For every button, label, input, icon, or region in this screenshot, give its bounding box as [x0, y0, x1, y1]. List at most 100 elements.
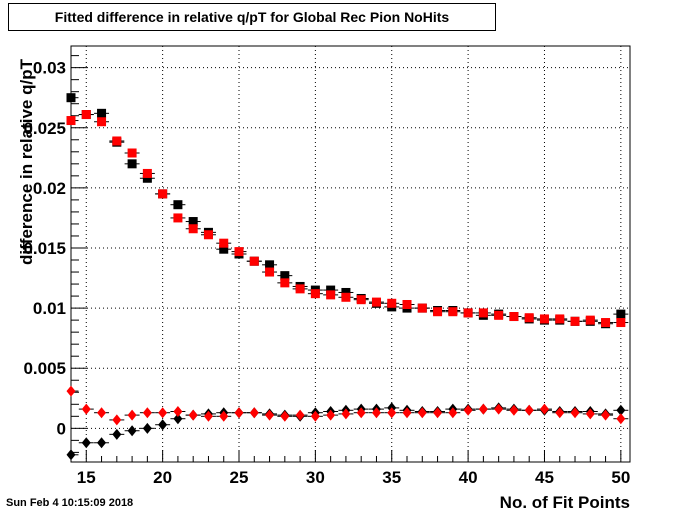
- x-tick-label: 40: [459, 468, 478, 487]
- data-point: [448, 307, 458, 317]
- data-point: [66, 93, 76, 103]
- grid-lines: [71, 46, 630, 462]
- data-point: [601, 409, 611, 421]
- data-point: [310, 289, 320, 299]
- x-tick-label: 20: [153, 468, 172, 487]
- data-point: [188, 409, 198, 421]
- data-point: [127, 409, 137, 421]
- data-point: [249, 256, 259, 266]
- data-point: [112, 428, 122, 440]
- x-tick-label: 45: [535, 468, 554, 487]
- data-markers: [66, 93, 629, 461]
- x-tick-label: 30: [306, 468, 325, 487]
- y-tick-label: 0.01: [33, 299, 66, 318]
- data-point: [509, 404, 519, 416]
- data-point: [234, 247, 244, 257]
- data-point: [280, 410, 290, 422]
- y-tick-label: 0.03: [33, 59, 66, 78]
- data-point: [463, 308, 473, 318]
- data-point: [127, 148, 137, 158]
- data-point: [585, 408, 595, 420]
- data-point: [97, 407, 107, 419]
- data-point: [142, 173, 152, 183]
- plot-frame: [70, 45, 631, 463]
- y-axis-label: difference in relative q/pT: [17, 59, 36, 265]
- data-point: [127, 159, 137, 169]
- data-point: [539, 403, 549, 415]
- data-point: [570, 407, 580, 419]
- data-point: [265, 267, 275, 277]
- data-point: [341, 287, 351, 297]
- data-point: [539, 314, 549, 324]
- y-tick-label: 0.02: [33, 179, 66, 198]
- data-point: [417, 407, 427, 419]
- data-point: [555, 407, 565, 419]
- data-point: [616, 309, 626, 319]
- data-point: [142, 422, 152, 434]
- data-point: [234, 407, 244, 419]
- data-point: [570, 316, 580, 326]
- data-point: [616, 413, 626, 425]
- data-point: [402, 407, 412, 419]
- data-point: [66, 449, 76, 461]
- data-point: [173, 413, 183, 425]
- timestamp: Sun Feb 4 10:15:09 2018: [6, 497, 134, 509]
- data-point: [81, 403, 91, 415]
- chart-title: Fitted difference in relative q/pT for G…: [8, 3, 496, 31]
- data-point: [326, 290, 336, 300]
- data-point: [585, 315, 595, 325]
- data-point: [433, 307, 443, 317]
- data-point: [524, 404, 534, 416]
- data-point: [142, 407, 152, 419]
- data-point: [203, 410, 213, 422]
- data-point: [616, 318, 626, 328]
- data-point: [97, 437, 107, 449]
- x-tick-label: 15: [77, 468, 96, 487]
- data-point: [524, 313, 534, 323]
- data-point: [371, 297, 381, 307]
- data-point: [295, 284, 305, 294]
- data-point: [448, 407, 458, 419]
- data-point: [158, 419, 168, 431]
- data-point: [112, 136, 122, 146]
- data-point: [66, 116, 76, 126]
- data-point: [509, 312, 519, 322]
- data-point: [219, 244, 229, 254]
- data-point: [341, 292, 351, 302]
- data-point: [494, 403, 504, 415]
- data-point: [356, 407, 366, 419]
- data-point: [142, 168, 152, 178]
- data-point: [249, 407, 259, 419]
- data-point: [463, 404, 473, 416]
- data-point: [173, 200, 183, 210]
- data-point: [158, 189, 168, 199]
- data-point: [387, 298, 397, 308]
- data-point: [158, 407, 168, 419]
- data-point: [310, 410, 320, 422]
- data-point: [478, 403, 488, 415]
- data-point: [97, 117, 107, 127]
- data-point: [188, 217, 198, 227]
- data-point: [66, 385, 76, 397]
- data-point: [188, 224, 198, 234]
- data-point: [601, 318, 611, 328]
- y-tick-label: 0: [57, 419, 66, 438]
- data-point: [97, 108, 107, 118]
- data-point: [81, 110, 91, 120]
- data-point: [219, 410, 229, 422]
- x-tick-label: 25: [230, 468, 249, 487]
- data-point: [494, 310, 504, 320]
- data-point: [112, 414, 122, 426]
- axis-ticks: 15 20 25 30 35 40 45 50 0 0.005 0.01 0.015 0.02 0.025…: [23, 55, 630, 487]
- data-point: [402, 299, 412, 309]
- data-point: [219, 238, 229, 248]
- data-point: [127, 425, 137, 437]
- y-tick-label: 0.025: [23, 119, 66, 138]
- data-point: [371, 407, 381, 419]
- y-tick-label: 0.005: [23, 359, 66, 378]
- data-point: [433, 407, 443, 419]
- data-point: [280, 278, 290, 288]
- data-point: [616, 404, 626, 416]
- x-tick-label: 35: [382, 468, 401, 487]
